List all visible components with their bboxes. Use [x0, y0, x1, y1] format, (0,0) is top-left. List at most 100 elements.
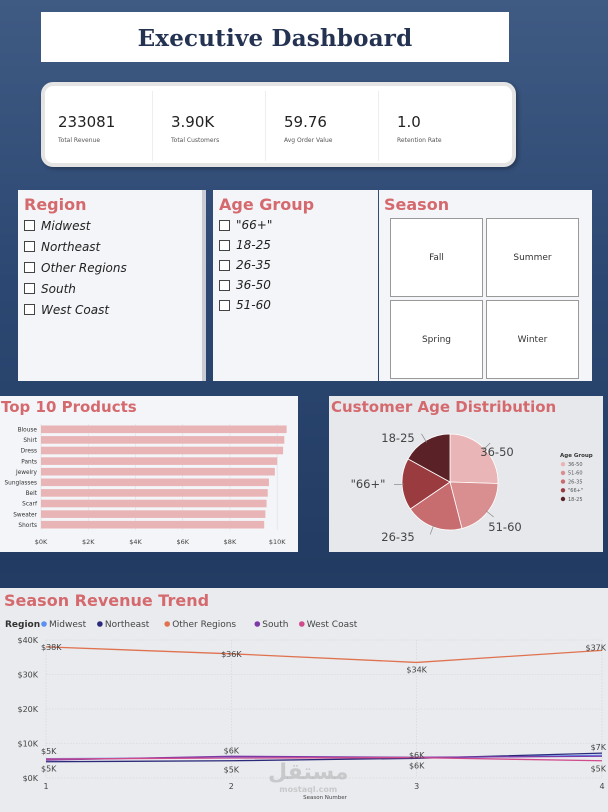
kpi-label: Total Revenue: [58, 137, 100, 144]
kpi-label: Retention Rate: [397, 137, 442, 144]
y-tick-label: $0K: [23, 774, 39, 783]
option-label: West Coast: [41, 303, 109, 317]
x-tick-label: $8K: [224, 538, 237, 546]
age-option-26-35[interactable]: 26-35: [219, 255, 378, 275]
legend-marker: [299, 621, 305, 627]
option-label: 18-25: [236, 238, 271, 252]
watermark: مستقل mostaql.com: [268, 760, 348, 794]
y-tick-label: Dress: [21, 449, 37, 455]
y-tick-label: $30K: [17, 671, 38, 680]
bar-sweater: [41, 510, 265, 518]
data-label: $5K: [41, 747, 57, 756]
legend-title: Region: [5, 620, 40, 630]
x-tick-label: 1: [43, 782, 48, 791]
checkbox[interactable]: [24, 283, 35, 294]
y-tick-label: $20K: [17, 705, 38, 714]
pie-data-label: "66+": [351, 477, 386, 491]
age-slicer-title: Age Group: [219, 195, 378, 214]
age-option-18-25[interactable]: 18-25: [219, 235, 378, 255]
kpi-avg-order-value: 59.76 Avg Order Value: [271, 91, 379, 161]
legend-label: 51-60: [568, 471, 583, 477]
pie-leader-line: [486, 511, 494, 517]
legend-marker: [561, 479, 565, 483]
top-products-title: Top 10 Products: [1, 398, 298, 416]
checkbox[interactable]: [219, 220, 230, 231]
bar-jewelry: [41, 468, 275, 476]
age-distribution-title: Customer Age Distribution: [331, 398, 603, 416]
x-axis-label: Season Number: [303, 795, 348, 801]
season-revenue-title: Season Revenue Trend: [4, 591, 608, 610]
pie-data-label: 26-35: [381, 530, 414, 544]
y-tick-label: Shirt: [23, 438, 37, 444]
season-slicer-title: Season: [384, 195, 592, 214]
pie-data-label: 18-25: [381, 431, 414, 445]
checkbox[interactable]: [24, 220, 35, 231]
kpi-retention-rate: 1.0 Retention Rate: [384, 91, 492, 161]
legend-label: 18-25: [568, 497, 583, 503]
checkbox[interactable]: [219, 260, 230, 271]
kpi-label: Avg Order Value: [284, 137, 332, 144]
y-tick-label: Jewelry: [15, 470, 38, 476]
season-tile-fall[interactable]: Fall: [390, 218, 483, 297]
pie-data-label: 51-60: [488, 520, 521, 534]
legend-marker: [97, 621, 103, 627]
season-tile-spring[interactable]: Spring: [390, 300, 483, 379]
y-tick-label: Blouse: [18, 428, 38, 434]
data-label: $34K: [406, 665, 427, 674]
age-option-36-50[interactable]: 36-50: [219, 275, 378, 295]
data-label: $37K: [585, 644, 606, 653]
legend-marker: [561, 462, 565, 466]
age-distribution-chart: 36-50 51-60 26-35 "66+" 18-25 Age Group 36-50 5…: [329, 420, 603, 552]
legend-label: South: [262, 620, 288, 630]
bar-shirt: [41, 436, 284, 444]
title-banner: Executive Dashboard: [41, 12, 509, 62]
x-tick-label: $10K: [269, 538, 286, 546]
checkbox[interactable]: [219, 300, 230, 311]
checkbox[interactable]: [219, 280, 230, 291]
x-tick-label: $6K: [176, 538, 189, 546]
pie-leader-line: [421, 434, 426, 443]
top-products-chart: $0K $2K $4K $6K $8K $10K Blouse Shirt Dress Pants…: [0, 420, 298, 552]
bar-shorts: [41, 521, 264, 529]
data-label: $6K: [224, 746, 240, 755]
age-group-slicer: Age Group "66+" 18-25 26-35 36-50 51-60: [213, 190, 378, 381]
legend-label: 26-35: [568, 479, 583, 485]
checkbox[interactable]: [24, 262, 35, 273]
checkbox[interactable]: [219, 240, 230, 251]
legend-label: Midwest: [49, 620, 87, 630]
season-slicer: Season Fall Summer Spring Winter: [379, 190, 592, 381]
y-tick-label: Pants: [21, 459, 37, 465]
age-option-51-60[interactable]: 51-60: [219, 295, 378, 315]
region-option-south[interactable]: South: [24, 278, 202, 299]
season-tile-summer[interactable]: Summer: [486, 218, 579, 297]
legend-title: Age Group: [560, 453, 593, 459]
region-option-northeast[interactable]: Northeast: [24, 236, 202, 257]
legend-marker: [561, 471, 565, 475]
top-products-card: Top 10 Products $0K $2K $4K $6K $8K $10K Blous…: [0, 396, 298, 552]
data-label: $6K: [409, 762, 425, 771]
data-label: $6K: [409, 751, 425, 760]
season-tile-winter[interactable]: Winter: [486, 300, 579, 379]
y-tick-label: Shorts: [18, 523, 37, 529]
x-tick-label: $0K: [35, 538, 48, 546]
checkbox[interactable]: [24, 241, 35, 252]
option-label: Northeast: [41, 240, 100, 254]
x-tick-label: $2K: [82, 538, 95, 546]
y-tick-label: $10K: [17, 740, 38, 749]
data-label: $5K: [591, 764, 607, 773]
checkbox[interactable]: [24, 304, 35, 315]
kpi-value: 59.76: [284, 113, 327, 131]
data-label: $7K: [591, 743, 607, 752]
data-label: $36K: [221, 650, 242, 659]
region-option-other-regions[interactable]: Other Regions: [24, 257, 202, 278]
age-option-66-plus[interactable]: "66+": [219, 215, 378, 235]
age-distribution-card: Customer Age Distribution 36-50 51-60 26-3…: [329, 396, 603, 552]
option-label: Midwest: [41, 219, 90, 233]
legend-label: Northeast: [105, 620, 150, 630]
region-slicer-title: Region: [24, 195, 202, 214]
region-option-midwest[interactable]: Midwest: [24, 215, 202, 236]
legend-label: West Coast: [307, 620, 358, 630]
region-option-west-coast[interactable]: West Coast: [24, 299, 202, 320]
legend-marker: [561, 488, 565, 492]
bar-sunglasses: [41, 479, 269, 487]
